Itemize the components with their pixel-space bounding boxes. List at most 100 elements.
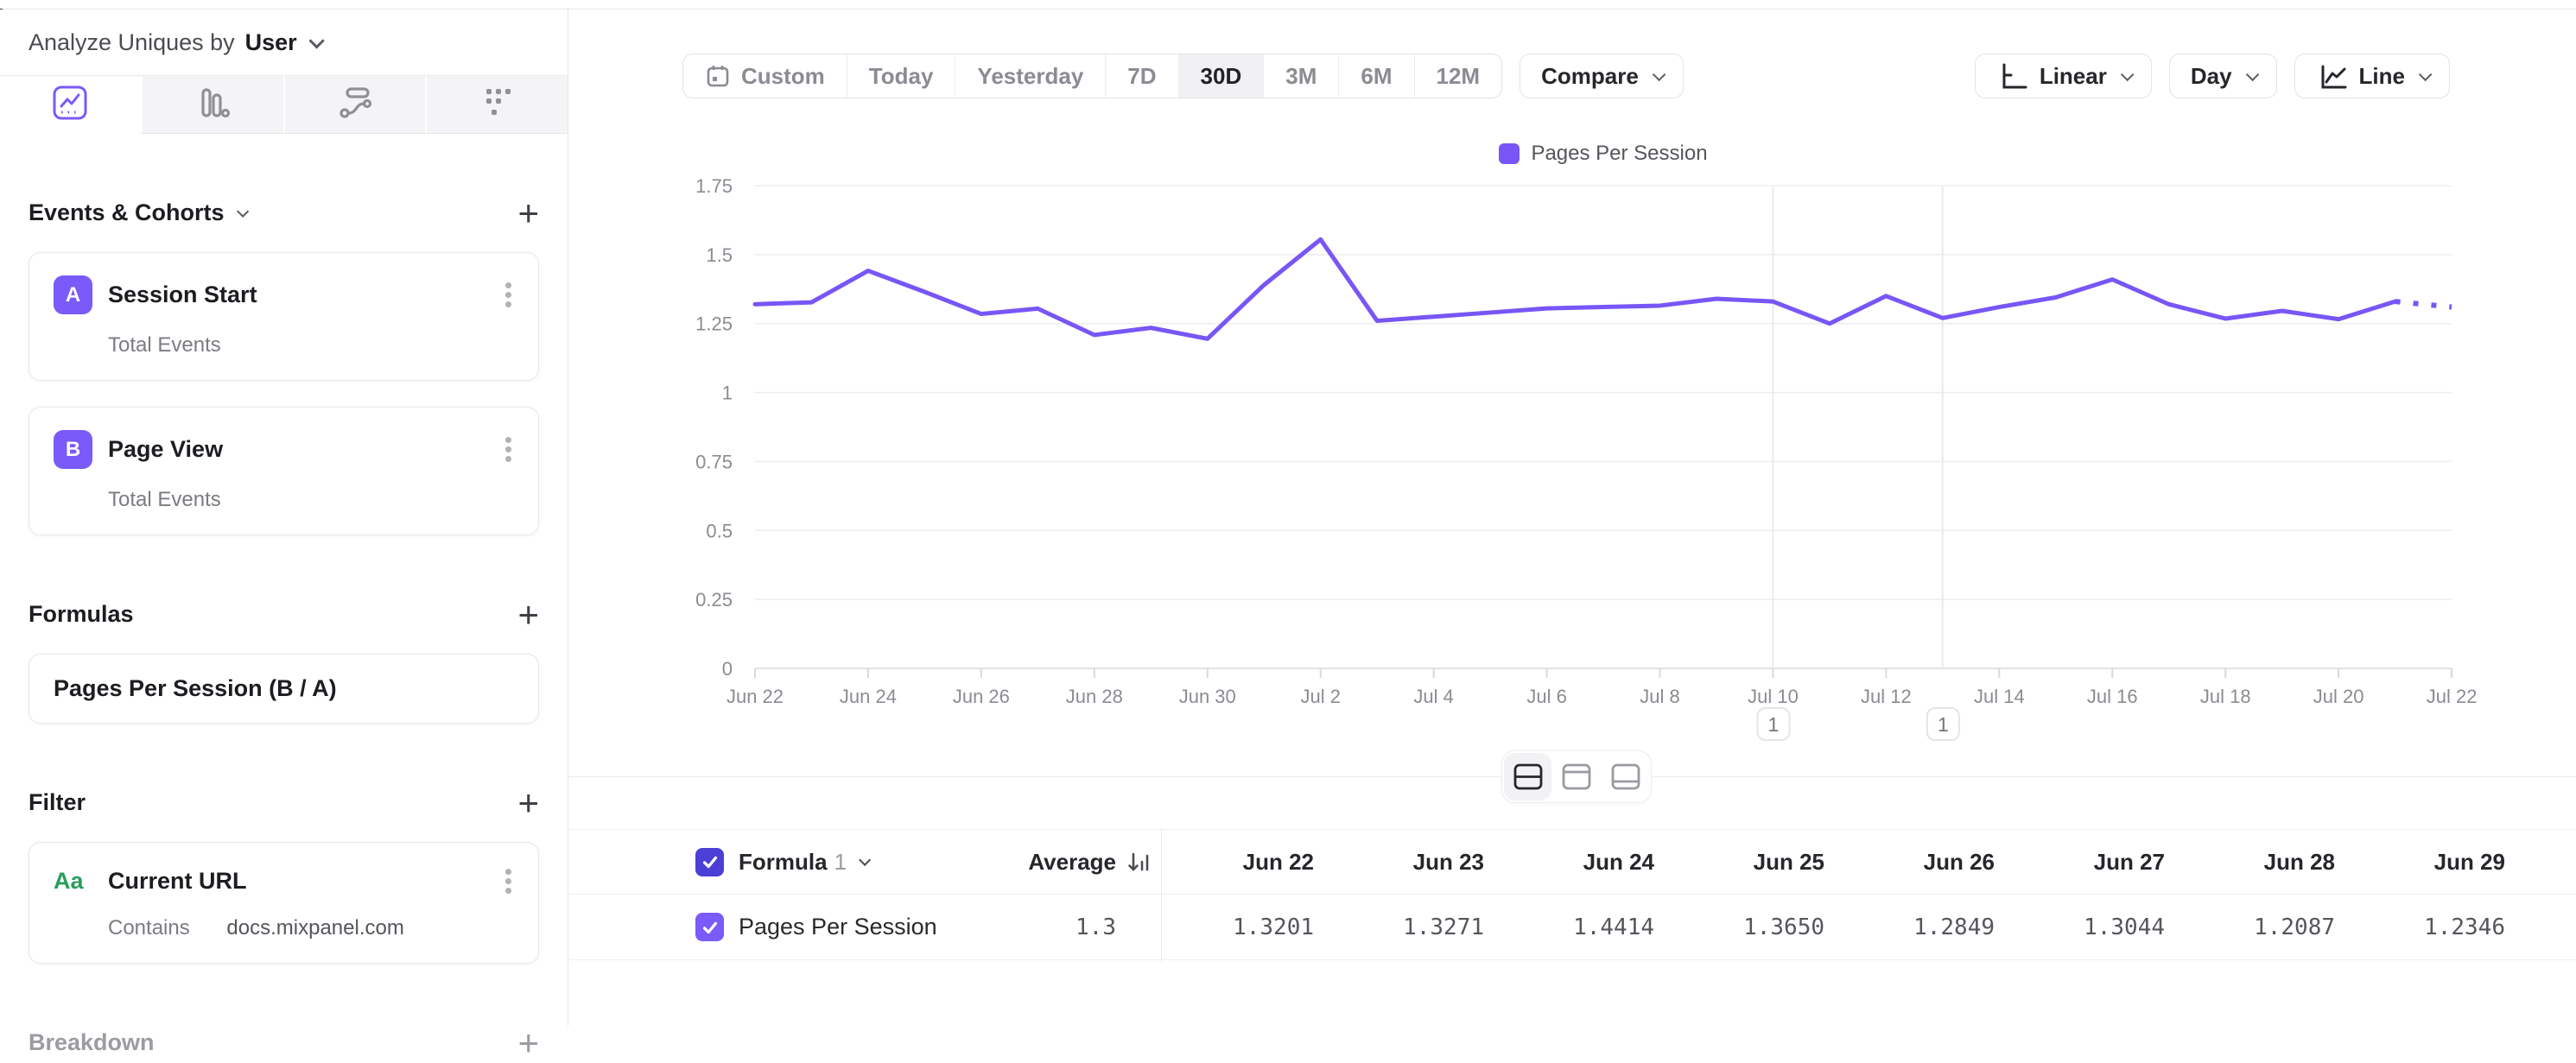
chart-only-view-button[interactable]	[1553, 753, 1601, 800]
chevron-down-icon[interactable]	[237, 205, 249, 217]
svg-text:1: 1	[1938, 713, 1949, 736]
chart-toolbar: Custom Today Yesterday 7D 30D 3M 6M 12M …	[682, 54, 2450, 98]
tab-line-chart[interactable]	[0, 76, 141, 134]
event-title[interactable]: Page View	[108, 436, 223, 463]
line-chart-icon	[50, 83, 90, 127]
date-column-header[interactable]: Jun 28	[2182, 849, 2352, 876]
event-card-session-start[interactable]: A Session Start Total Events	[29, 252, 539, 381]
tab-flows[interactable]	[283, 76, 426, 133]
query-builder-sidebar: Analyze Uniques by User	[0, 9, 568, 1026]
svg-text:Jun 22: Jun 22	[726, 686, 784, 707]
breakdown-section-header: Breakdown +	[29, 1029, 539, 1056]
series-name[interactable]: Pages Per Session	[739, 914, 937, 940]
svg-text:Jul 22: Jul 22	[2427, 686, 2478, 707]
interval-dropdown[interactable]: Day	[2169, 54, 2277, 98]
sort-icon	[1126, 849, 1152, 875]
chevron-down-icon[interactable]	[308, 33, 324, 48]
date-column-header[interactable]: Jun 22	[1161, 849, 1331, 876]
table-row: Pages Per Session 1.3 1.3201 1.3271 1.44…	[568, 895, 2576, 960]
svg-text:Jul 12: Jul 12	[1861, 686, 1912, 707]
kebab-menu-icon[interactable]	[502, 865, 514, 897]
event-measure[interactable]: Total Events	[108, 488, 514, 512]
flows-icon	[335, 83, 375, 127]
chart-only-icon	[1559, 762, 1594, 793]
analyze-value-dropdown[interactable]: User	[245, 29, 297, 56]
range-custom[interactable]: Custom	[683, 54, 847, 98]
filter-operator[interactable]: Contains	[108, 916, 190, 940]
event-measure[interactable]: Total Events	[108, 333, 514, 357]
range-3m[interactable]: 3M	[1263, 54, 1338, 98]
cell-value: 1.3271	[1331, 914, 1501, 940]
range-12m[interactable]: 12M	[1414, 54, 1502, 98]
chevron-down-icon[interactable]	[859, 854, 871, 866]
date-column-header[interactable]: Jun 27	[2012, 849, 2182, 876]
svg-text:Jul 18: Jul 18	[2200, 686, 2251, 707]
date-column-header[interactable]: Jun 26	[1842, 849, 2012, 876]
formula-text[interactable]: Pages Per Session (B / A)	[54, 675, 337, 702]
series-line-incomplete	[2395, 301, 2452, 307]
events-cohorts-section-header: Events & Cohorts +	[29, 199, 539, 226]
split-view-button[interactable]	[1504, 753, 1551, 800]
date-column-header[interactable]: Jun 24	[1501, 849, 1672, 876]
tab-retention[interactable]	[425, 76, 568, 133]
svg-text:Jul 8: Jul 8	[1640, 686, 1679, 707]
svg-text:Jun 26: Jun 26	[953, 686, 1010, 707]
string-property-icon: Aa	[54, 868, 92, 895]
svg-text:Jun 30: Jun 30	[1179, 686, 1236, 707]
filter-property[interactable]: Current URL	[108, 868, 247, 895]
calendar-icon	[705, 63, 731, 89]
filter-value[interactable]: docs.mixpanel.com	[226, 916, 403, 940]
report-main: Custom Today Yesterday 7D 30D 3M 6M 12M …	[568, 9, 2576, 1026]
kebab-menu-icon[interactable]	[502, 279, 514, 311]
date-column-header[interactable]: Jun 25	[1672, 849, 1842, 876]
analyze-header: Analyze Uniques by User	[0, 9, 568, 76]
range-today[interactable]: Today	[847, 54, 955, 98]
formula-card[interactable]: Pages Per Session (B / A)	[29, 654, 539, 724]
cell-value: 1.2346	[2352, 914, 2522, 940]
table-only-icon	[1608, 762, 1643, 793]
range-6m[interactable]: 6M	[1338, 54, 1413, 98]
svg-text:0.25: 0.25	[695, 589, 733, 611]
add-formula-button[interactable]: +	[517, 602, 539, 628]
add-filter-button[interactable]: +	[517, 790, 539, 816]
chart-type-dropdown[interactable]: Line	[2294, 54, 2450, 98]
scale-dropdown[interactable]: Linear	[1975, 54, 2152, 98]
event-badge-a: A	[54, 275, 92, 314]
event-badge-b: B	[54, 430, 92, 469]
chevron-down-icon	[2121, 67, 2135, 81]
average-value: 1.3	[1075, 914, 1116, 940]
table-only-view-button[interactable]	[1602, 753, 1649, 800]
date-column-header[interactable]: Jun 23	[1331, 849, 1501, 876]
cell-value: 1.2849	[1842, 914, 2012, 940]
range-yesterday[interactable]: Yesterday	[955, 54, 1105, 98]
dot-grid-icon	[478, 83, 517, 127]
formula-dropdown[interactable]: Formula	[739, 849, 828, 876]
split-view-icon	[1511, 762, 1545, 793]
select-all-checkbox[interactable]	[695, 848, 724, 876]
svg-text:1.25: 1.25	[695, 313, 733, 335]
event-card-page-view[interactable]: B Page View Total Events	[29, 407, 539, 535]
add-breakdown-button[interactable]: +	[517, 1030, 539, 1056]
chevron-down-icon	[2245, 67, 2259, 81]
range-30d[interactable]: 30D	[1178, 54, 1264, 98]
add-event-button[interactable]: +	[517, 200, 539, 226]
tab-bar-chart[interactable]	[141, 76, 283, 133]
formulas-title: Formulas	[29, 601, 134, 628]
kebab-menu-icon[interactable]	[502, 433, 514, 465]
range-7d[interactable]: 7D	[1105, 54, 1177, 98]
date-column-header[interactable]: Jun 29	[2352, 849, 2522, 876]
formula-index: 1	[834, 849, 847, 876]
filter-card-current-url[interactable]: Aa Current URL Contains docs.mixpanel.co…	[29, 842, 539, 964]
cell-value: 1.3650	[1672, 914, 1842, 940]
average-column-header[interactable]: Average	[1028, 849, 1116, 876]
svg-text:Jul 2: Jul 2	[1300, 686, 1340, 707]
compare-button[interactable]: Compare	[1520, 54, 1684, 98]
event-title[interactable]: Session Start	[108, 282, 257, 308]
svg-text:Jul 6: Jul 6	[1526, 686, 1566, 707]
svg-text:Jun 24: Jun 24	[840, 686, 897, 707]
cell-value: 1.3044	[2012, 914, 2182, 940]
series-checkbox[interactable]	[695, 913, 724, 941]
analyze-label: Analyze Uniques by	[29, 29, 235, 56]
